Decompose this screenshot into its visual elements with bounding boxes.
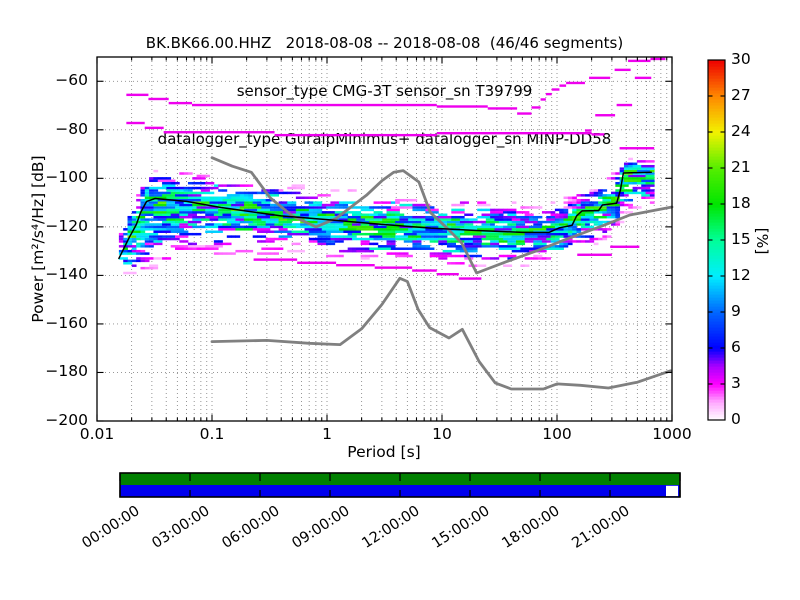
x-axis-label: Period [s] <box>347 443 421 461</box>
colorbar-tick-label: 0 <box>731 410 741 428</box>
y-tick-label: −180 <box>45 362 88 381</box>
colorbar-tick-label: 21 <box>731 158 751 176</box>
x-tick-label: 100 <box>542 425 572 443</box>
x-tick-label: 0.1 <box>199 425 225 443</box>
plot-title-line2: sensor_type CMG-3T sensor_sn T39799 <box>236 82 533 100</box>
colorbar-tick-label: 15 <box>731 230 751 248</box>
x-tick-label: 10 <box>432 425 452 443</box>
x-tick-label: 0.01 <box>79 425 115 443</box>
colorbar-tick-label: 30 <box>731 50 751 68</box>
x-tick-label: 1000 <box>652 425 692 443</box>
plot-title-line1: BK.BK66.00.HHZ 2018-08-08 -- 2018-08-08 … <box>145 34 624 52</box>
colorbar-tick-label: 3 <box>731 374 741 392</box>
y-tick-label: −200 <box>45 411 88 429</box>
y-tick-label: −100 <box>45 168 88 187</box>
y-tick-label: −160 <box>45 313 88 332</box>
colorbar-tick-label: 18 <box>731 194 751 212</box>
y-tick-label: −120 <box>45 216 88 235</box>
x-tick-label: 1 <box>322 425 332 443</box>
y-tick-label: −60 <box>55 71 88 90</box>
colorbar-tick-label: 6 <box>731 338 741 356</box>
colorbar-tick-label: 27 <box>731 86 751 104</box>
colorbar-tick-label: 12 <box>731 266 751 284</box>
colorbar-tick-label: 9 <box>731 302 741 320</box>
colorbar-tick-label: 24 <box>731 122 751 140</box>
y-tick-label: −80 <box>55 119 88 138</box>
colorbar-label: [%] <box>753 227 771 255</box>
y-tick-label: −140 <box>45 265 88 284</box>
